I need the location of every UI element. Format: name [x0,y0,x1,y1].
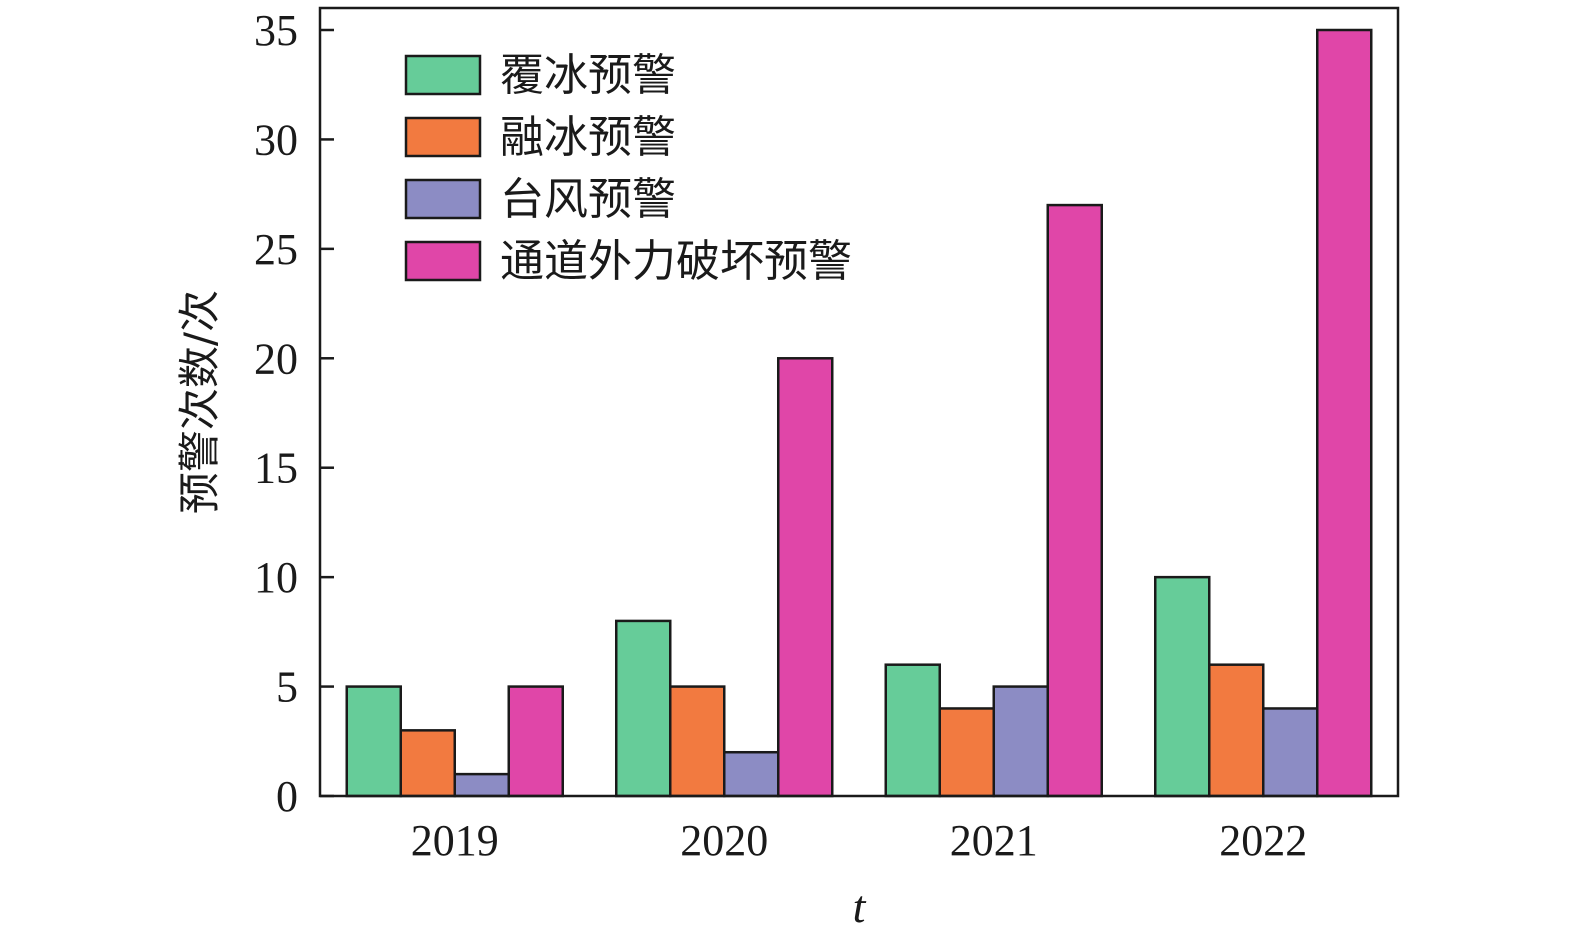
bar-2-2021 [938,707,995,798]
legend-label: 融冰预警 [500,112,676,163]
bar-2-2019 [399,729,456,798]
bar-4-2022 [1316,28,1373,798]
bar-4-2021 [1046,203,1103,798]
bar-2-2022 [1208,663,1265,798]
y-tick-label: 20 [254,334,298,383]
x-axis-title: t [853,881,867,932]
bar-3-2021 [992,685,1049,798]
bar-3-2022 [1262,707,1319,798]
legend-label: 台风预警 [500,174,676,225]
x-tick-label: 2019 [411,816,499,865]
y-axis: 0 5 10 15 20 25 30 35 [254,6,334,821]
bar-1-2022 [1154,575,1211,798]
y-tick-label: 35 [254,6,298,55]
legend-label: 通道外力破坏预警 [500,236,852,287]
bar-2-2020 [669,685,726,798]
legend-swatch [404,178,482,220]
bar-3-2019 [453,772,510,798]
bars-group [345,28,1373,798]
bar-1-2019 [345,685,402,798]
x-axis: 2019 2020 2021 2022 [411,784,1307,865]
legend-swatch [404,240,482,282]
bar-4-2020 [777,357,834,798]
x-tick-label: 2021 [950,816,1038,865]
y-tick-label: 30 [254,115,298,164]
y-tick-label: 0 [276,772,298,821]
legend-label: 覆冰预警 [500,50,676,101]
bar-3-2020 [723,750,780,798]
y-tick-label: 5 [276,663,298,712]
legend-swatch [404,54,482,96]
bar-1-2021 [884,663,941,798]
bar-1-2020 [615,619,672,798]
x-tick-label: 2022 [1219,816,1307,865]
plot-frame [318,6,1400,798]
bar-4-2019 [507,685,564,798]
legend-swatch [404,116,482,158]
y-axis-title: 预警次数/次 [175,290,224,514]
x-tick-label: 2020 [680,816,768,865]
y-tick-label: 10 [254,553,298,602]
y-tick-label: 25 [254,225,298,274]
y-tick-label: 15 [254,444,298,493]
